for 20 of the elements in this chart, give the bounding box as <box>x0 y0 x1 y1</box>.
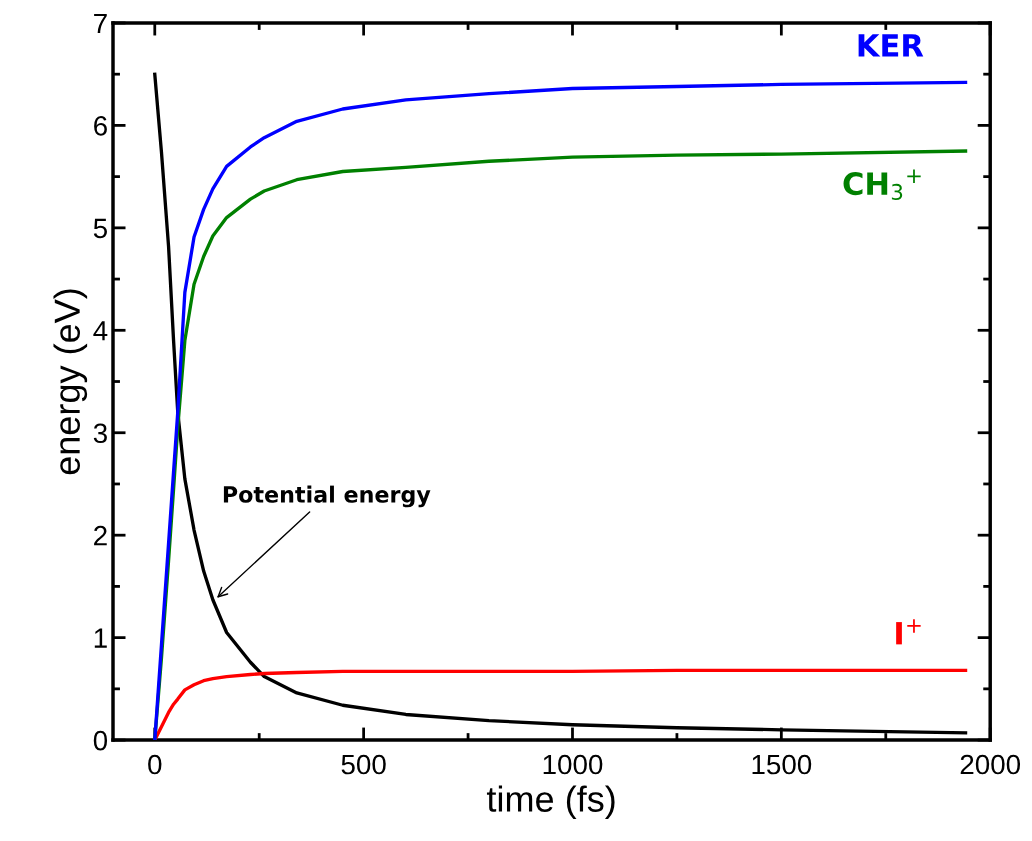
x-tick-label: 0 <box>148 754 162 775</box>
x-tick-label: 500 <box>341 754 386 775</box>
x-axis-title: time (fs) <box>486 785 615 820</box>
x-tick-label: 1000 <box>543 754 603 775</box>
series-label: CH$_{3}$$^{+}$ <box>843 169 921 201</box>
series-label: I$^{+}$ <box>896 619 921 645</box>
y-tick-label: 3 <box>93 423 107 444</box>
x-tick-label: 2000 <box>960 754 1021 775</box>
y-axis-title: energy (eV) <box>53 289 88 475</box>
y-tick-label: 0 <box>93 730 108 751</box>
y-tick-label: 1 <box>94 628 107 648</box>
y-tick-label: 6 <box>94 116 107 136</box>
y-tick-label: 4 <box>93 321 108 341</box>
annotation: Potential energy <box>223 485 431 508</box>
y-tick-label: 2 <box>94 525 107 546</box>
series-label: KER <box>858 34 924 57</box>
x-tick-label: 1500 <box>752 754 812 775</box>
y-tick-label: 7 <box>94 13 107 34</box>
line-series <box>153 668 968 741</box>
y-tick-label: 5 <box>93 218 107 239</box>
